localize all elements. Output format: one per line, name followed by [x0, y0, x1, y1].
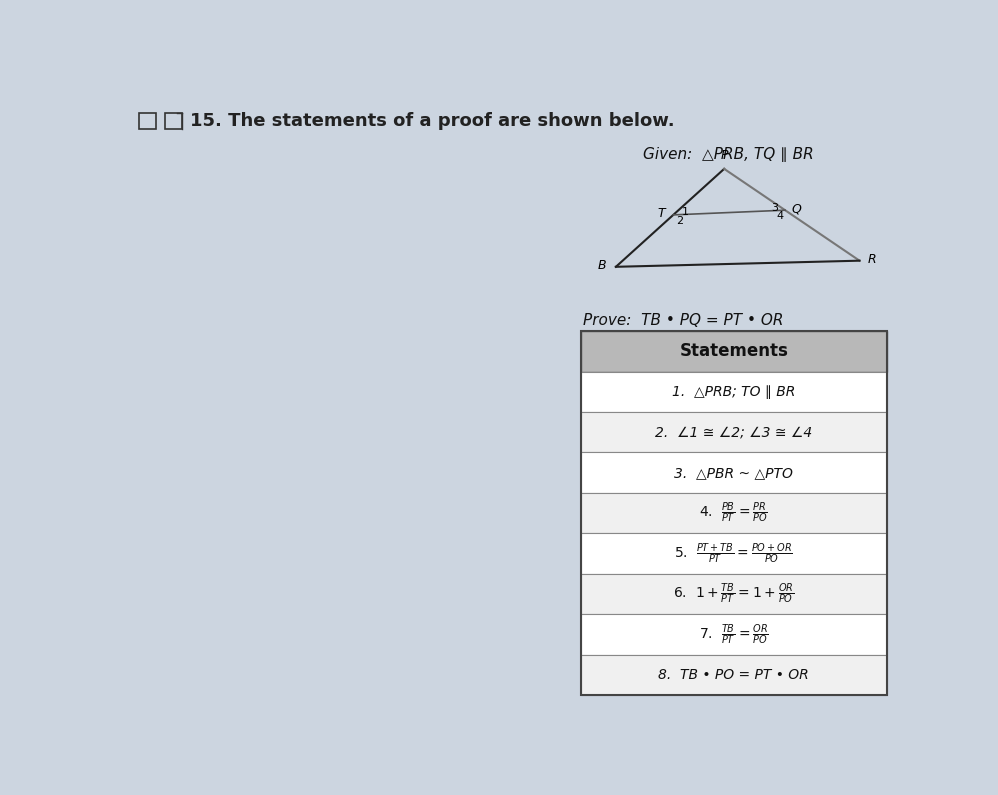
- Text: Given:  △PRB, TQ ∥ BR: Given: △PRB, TQ ∥ BR: [643, 147, 813, 162]
- Text: 6.  $1 + \frac{TB}{PT} = 1 + \frac{OR}{PO}$: 6. $1 + \frac{TB}{PT} = 1 + \frac{OR}{PO…: [673, 582, 794, 607]
- Text: 7.  $\frac{TB}{PT} = \frac{OR}{PO}$: 7. $\frac{TB}{PT} = \frac{OR}{PO}$: [699, 622, 768, 647]
- Text: 15. The statements of a proof are shown below.: 15. The statements of a proof are shown …: [191, 112, 675, 130]
- Bar: [581, 533, 886, 574]
- Text: 5.  $\frac{PT+TB}{PT} = \frac{PO+OR}{PO}$: 5. $\frac{PT+TB}{PT} = \frac{PO+OR}{PO}$: [675, 541, 793, 566]
- Text: 3: 3: [770, 203, 777, 213]
- Text: 4.  $\frac{PB}{PT} = \frac{PR}{PO}$: 4. $\frac{PB}{PT} = \frac{PR}{PO}$: [700, 501, 768, 525]
- Bar: [139, 113, 156, 129]
- Text: Prove:  TB • PQ = PT • OR: Prove: TB • PQ = PT • OR: [584, 312, 783, 328]
- Bar: [581, 412, 886, 452]
- Text: 4: 4: [776, 211, 784, 221]
- Text: 2: 2: [676, 216, 683, 226]
- Bar: [581, 371, 886, 412]
- Text: P: P: [721, 149, 728, 161]
- Bar: [581, 331, 886, 696]
- Bar: [581, 331, 886, 371]
- Text: 1.  △PRB; TO ∥ BR: 1. △PRB; TO ∥ BR: [673, 385, 795, 399]
- Text: 8.  TB • PO = PT • OR: 8. TB • PO = PT • OR: [659, 668, 809, 682]
- Text: Statements: Statements: [680, 343, 788, 360]
- Bar: [581, 493, 886, 533]
- Text: B: B: [598, 259, 607, 272]
- Text: 2.  ∠1 ≅ ∠2; ∠3 ≅ ∠4: 2. ∠1 ≅ ∠2; ∠3 ≅ ∠4: [656, 425, 812, 440]
- Bar: [581, 615, 886, 655]
- Text: T: T: [658, 207, 666, 220]
- Text: Q: Q: [791, 203, 801, 215]
- Bar: [581, 452, 886, 493]
- Text: R: R: [867, 253, 876, 266]
- Text: 3.  △PBR ~ △PTO: 3. △PBR ~ △PTO: [675, 466, 793, 479]
- Bar: [581, 574, 886, 615]
- Text: 1: 1: [683, 207, 690, 218]
- Bar: [581, 655, 886, 696]
